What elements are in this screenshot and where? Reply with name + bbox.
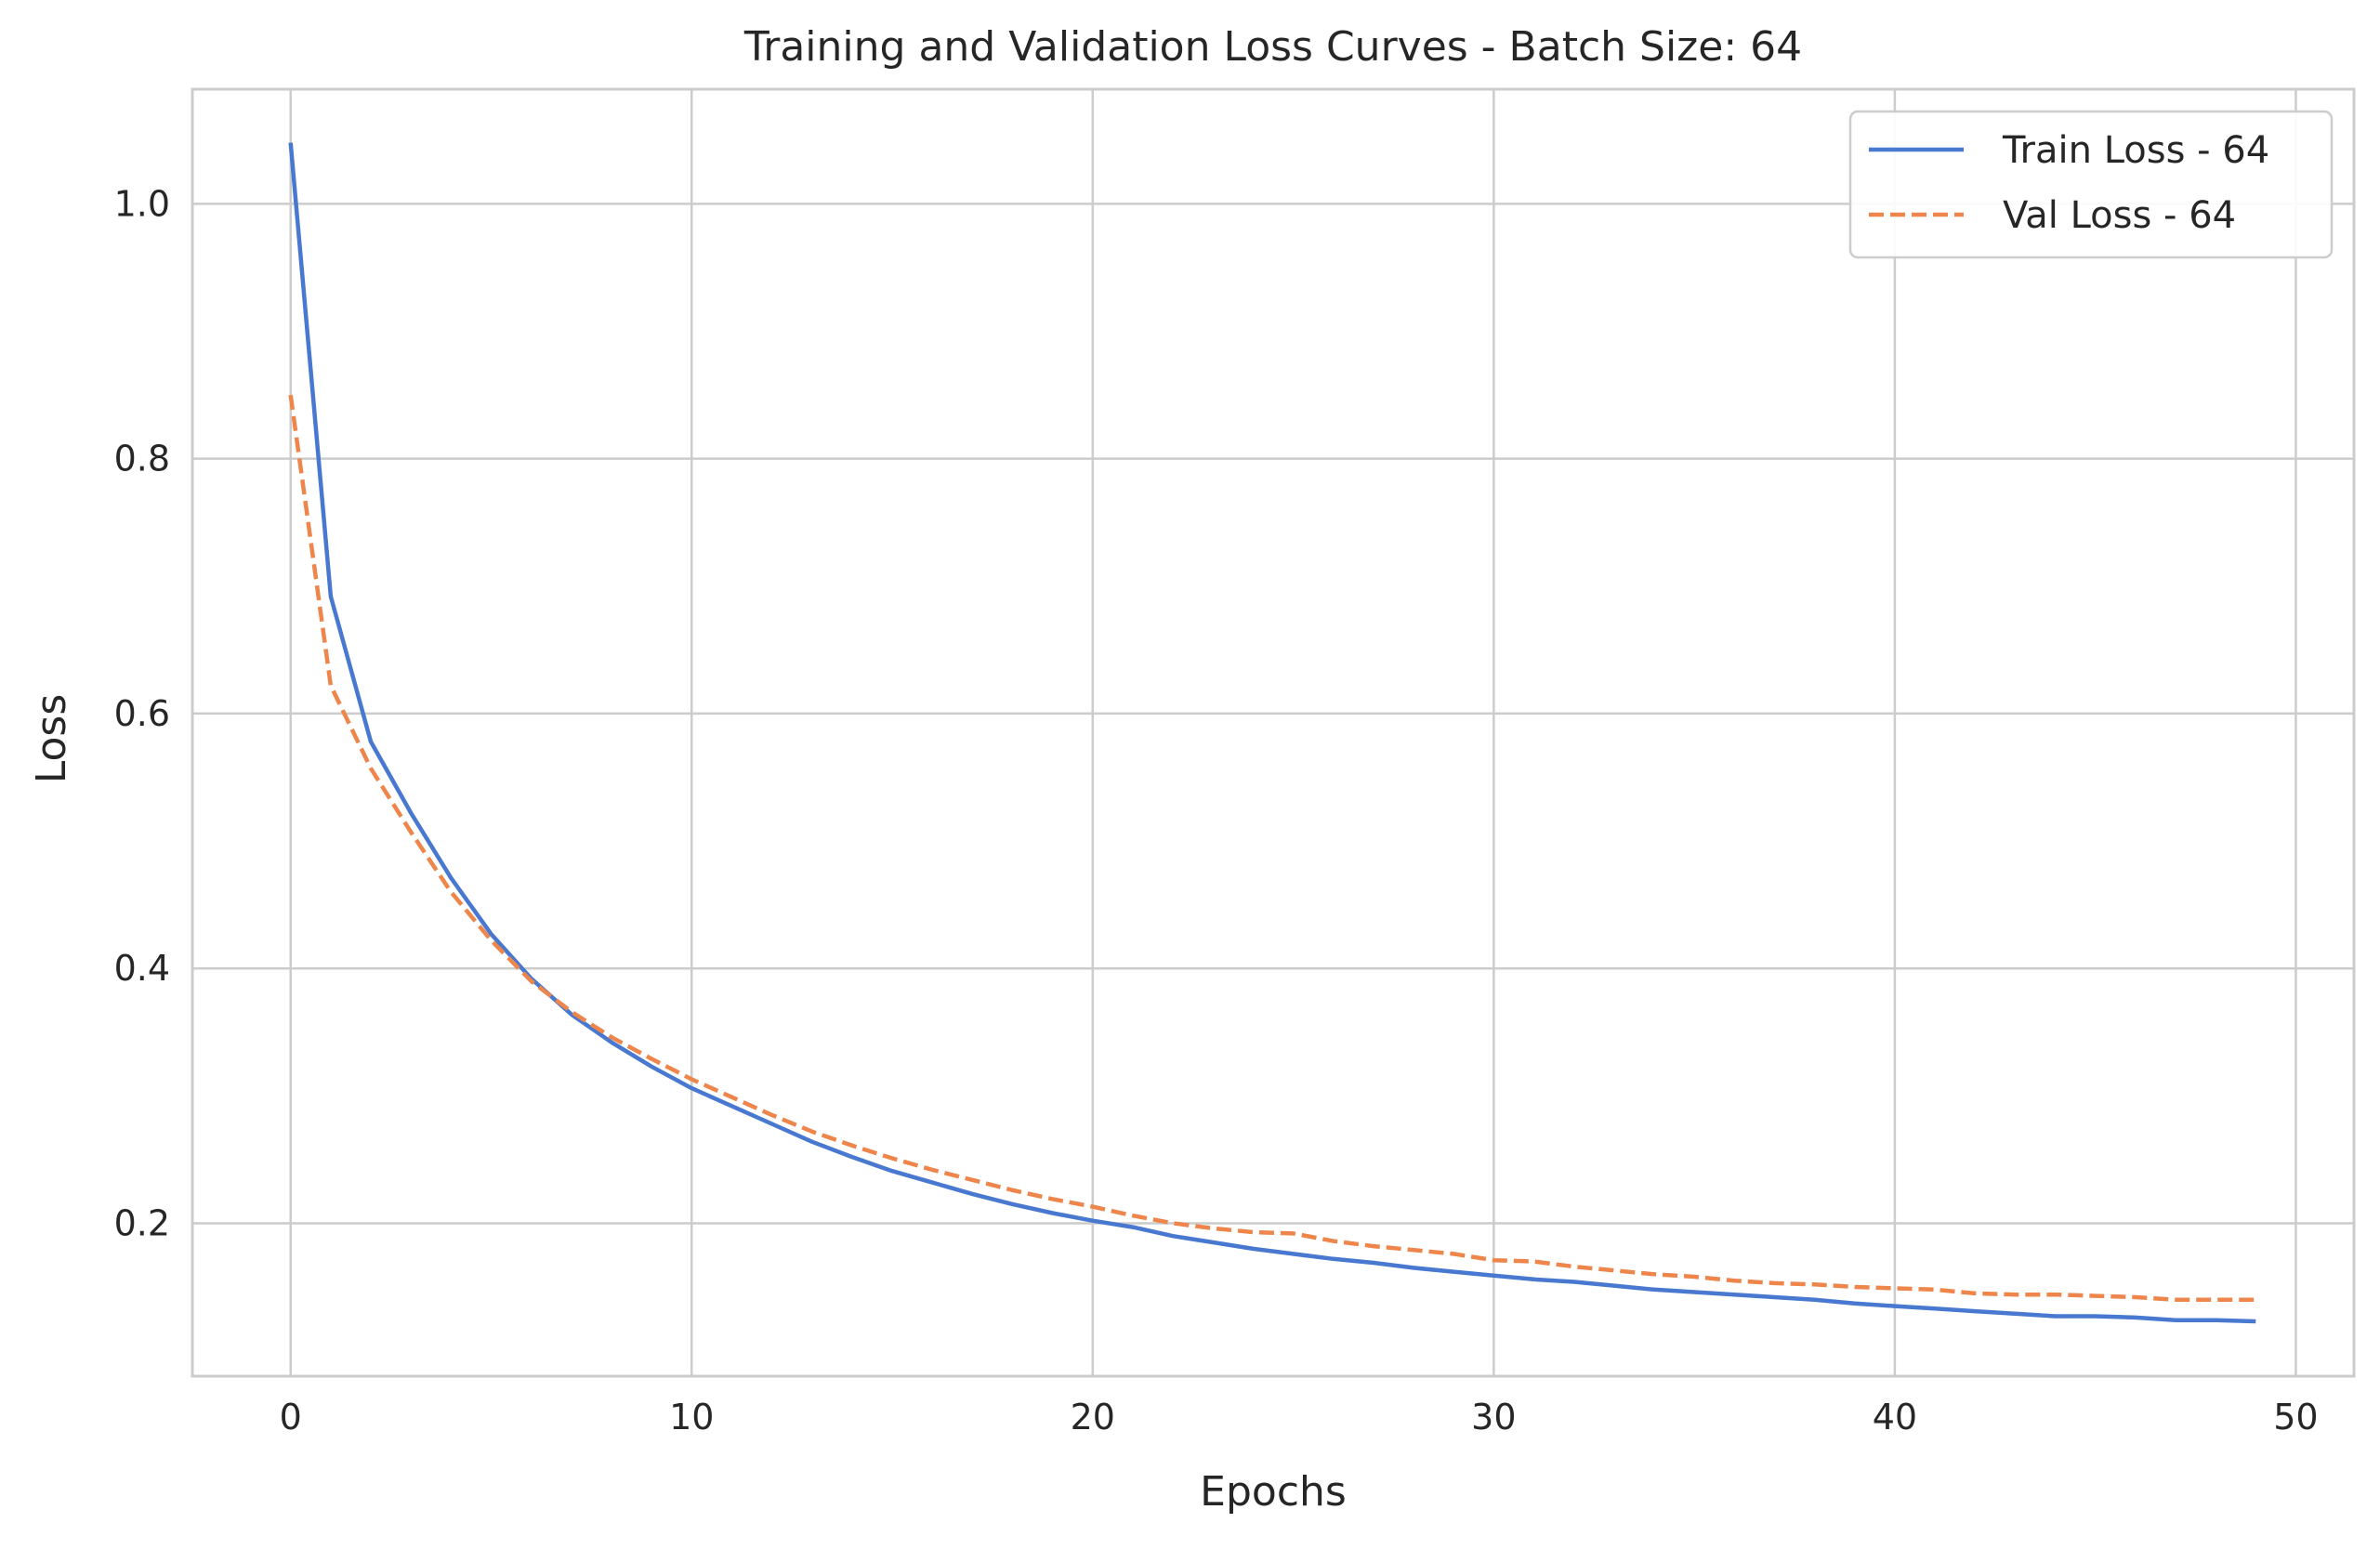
y-tick-labels: 0.2 0.4 0.6 0.8 1.0 xyxy=(114,183,170,1243)
y-tick-label: 0.4 xyxy=(114,948,170,989)
y-tick-label: 0.8 xyxy=(114,439,170,479)
series-lines xyxy=(288,142,2256,1324)
x-tick-label: 50 xyxy=(2273,1397,2318,1437)
x-tick-label: 40 xyxy=(1873,1397,1917,1437)
x-tick-label: 0 xyxy=(280,1397,302,1437)
x-axis-label: Epochs xyxy=(1200,1468,1347,1516)
legend-label-train: Train Loss - 64 xyxy=(2002,129,2269,172)
chart-title: Training and Validation Loss Curves - Ba… xyxy=(743,23,1802,71)
legend-label-val: Val Loss - 64 xyxy=(2003,194,2236,237)
plot-area-frame xyxy=(191,87,2356,1378)
y-axis-label: Loss xyxy=(28,694,75,784)
x-tick-label: 30 xyxy=(1471,1397,1516,1437)
x-tick-labels: 0 10 20 30 40 50 xyxy=(280,1397,2319,1437)
y-tick-label: 0.6 xyxy=(114,693,170,734)
legend: Train Loss - 64 Val Loss - 64 xyxy=(1848,110,2334,259)
y-tick-label: 0.2 xyxy=(114,1202,170,1243)
legend-box xyxy=(1848,110,2334,259)
x-tick-label: 20 xyxy=(1071,1397,1115,1437)
y-tick-label: 1.0 xyxy=(114,183,170,224)
train-loss-line xyxy=(288,142,2256,1324)
x-tick-label: 10 xyxy=(669,1397,714,1437)
val-loss-line xyxy=(288,394,2256,1302)
